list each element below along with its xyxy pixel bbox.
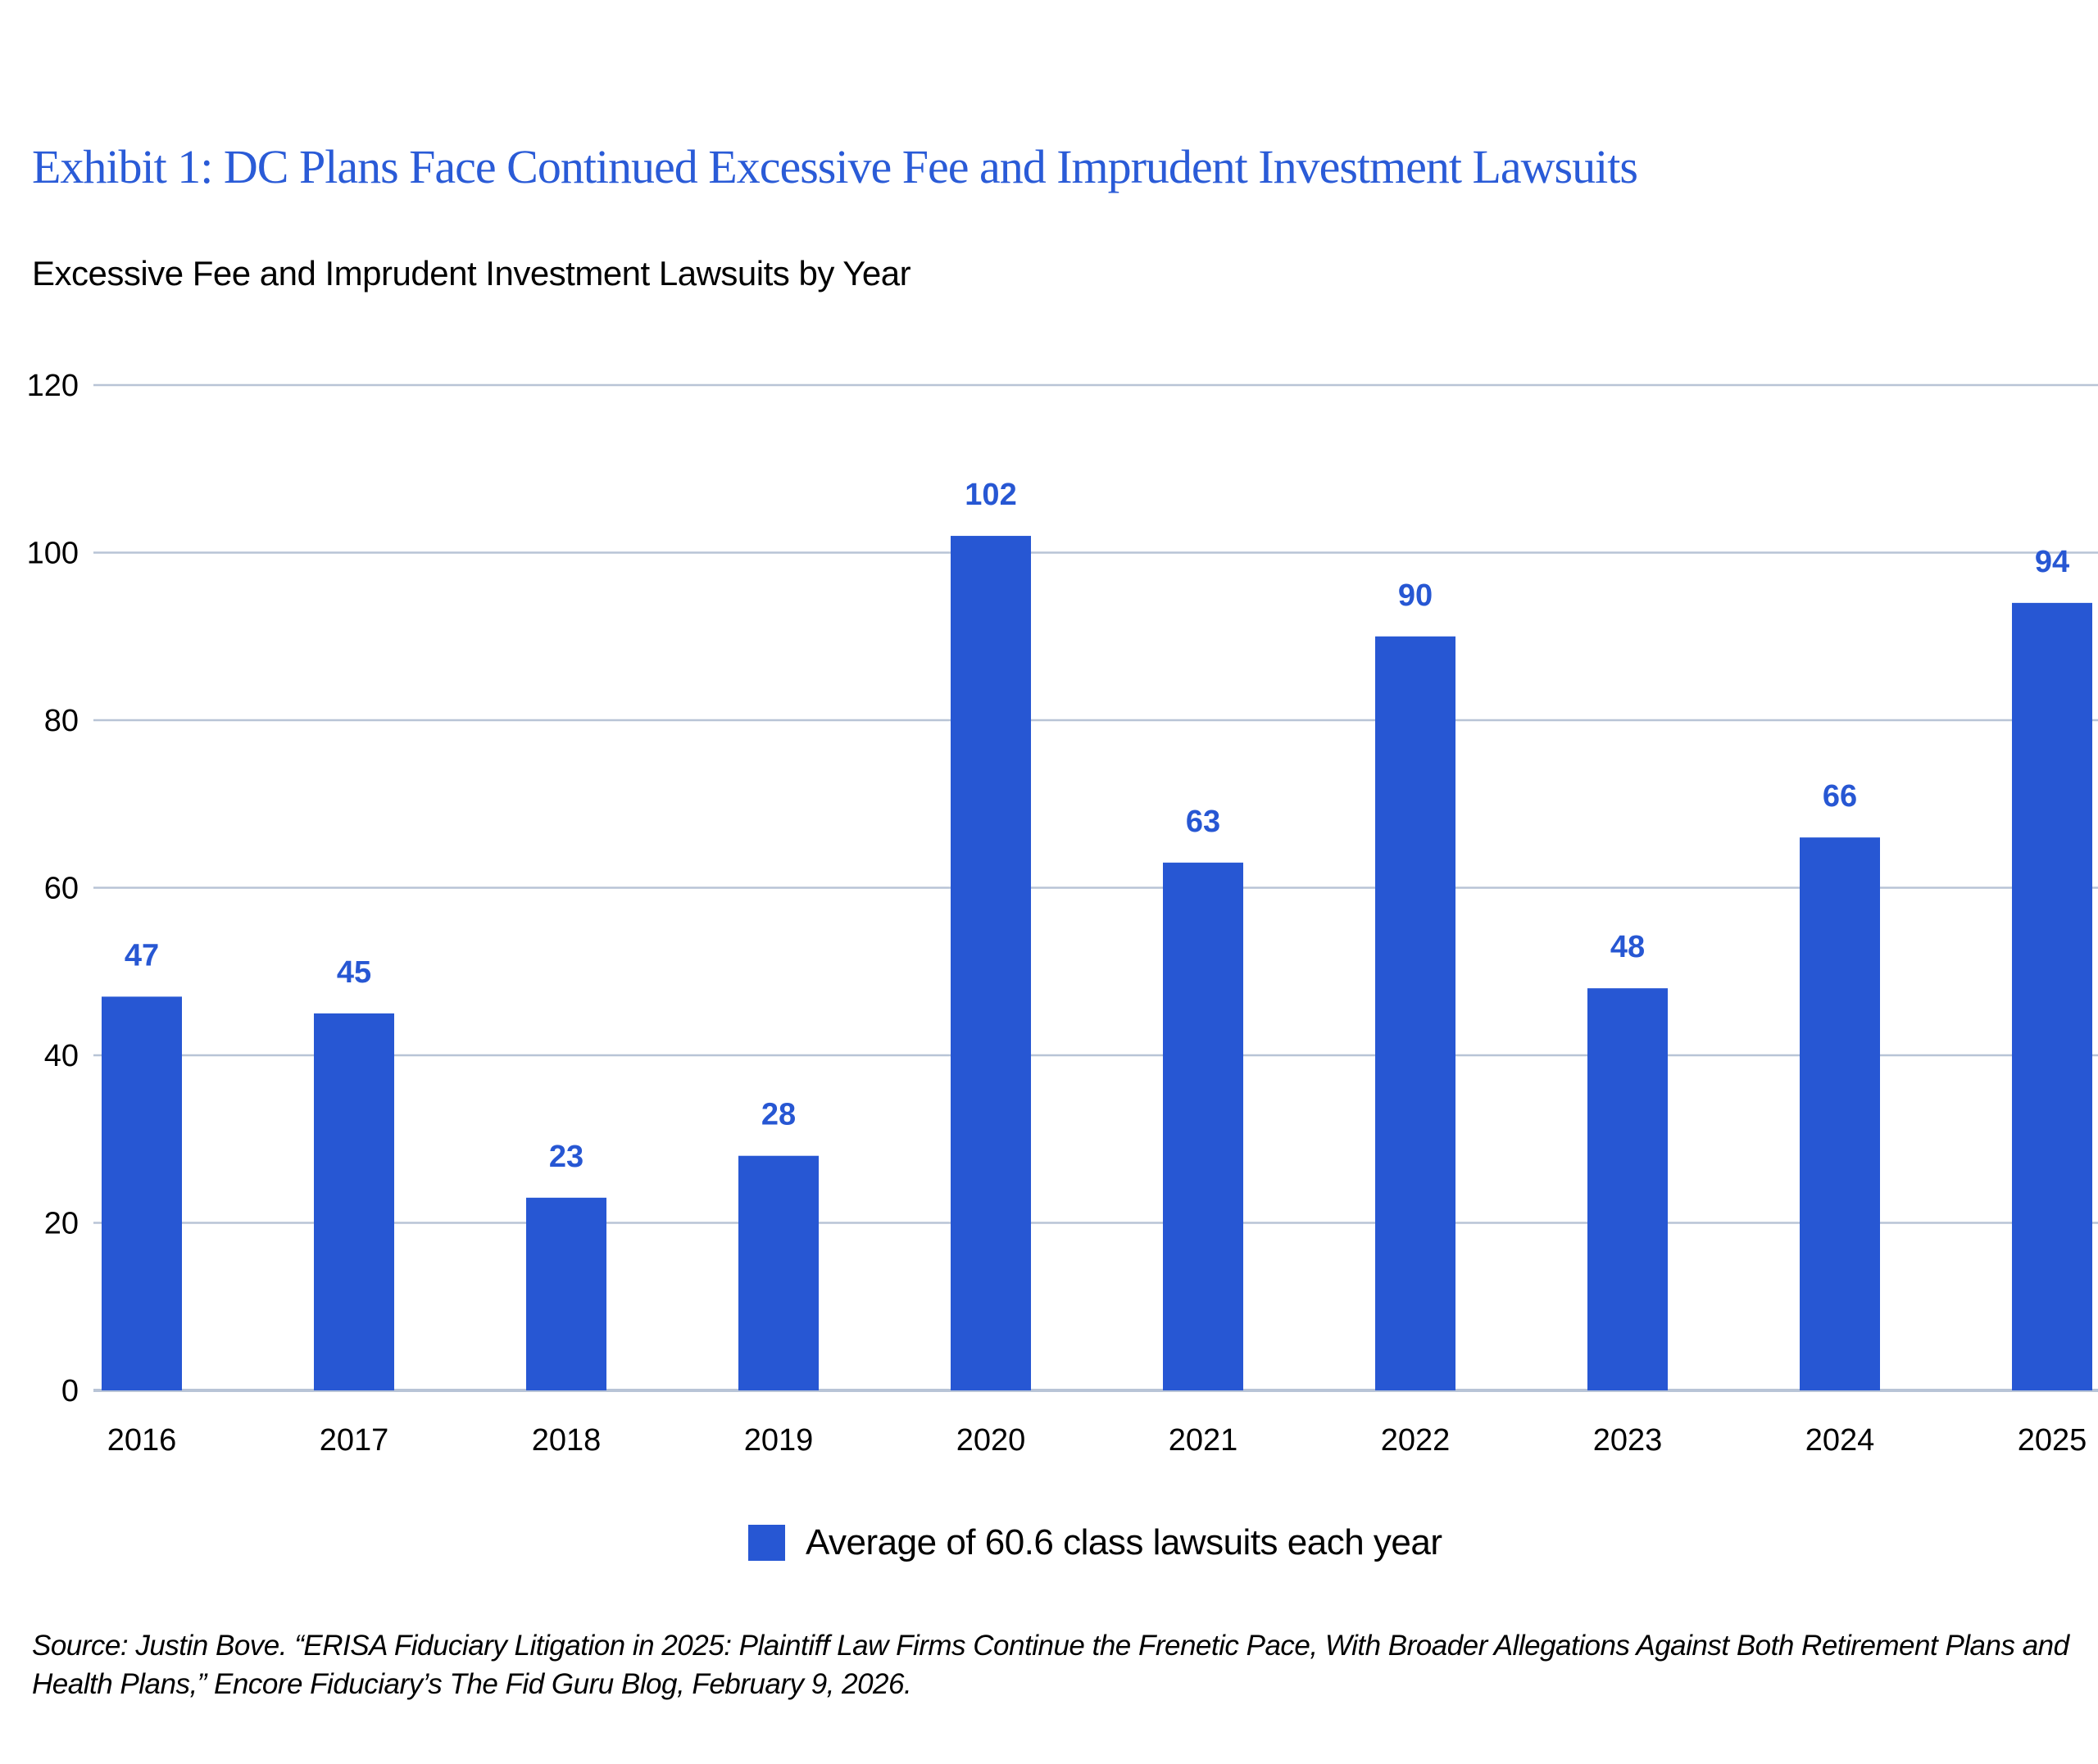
legend: Average of 60.6 class lawsuits each year (748, 1522, 1442, 1563)
bar-2020 (951, 536, 1031, 1390)
y-tick-label: 120 (27, 369, 79, 403)
data-label: 45 (337, 955, 371, 990)
chart-title: Excessive Fee and Imprudent Investment L… (32, 254, 911, 292)
data-label: 23 (549, 1140, 584, 1174)
x-tick-label: 2020 (956, 1423, 1026, 1458)
legend-label: Average of 60.6 class lawsuits each year (806, 1522, 1442, 1562)
x-tick-label: 2025 (2018, 1423, 2087, 1458)
x-tick-label: 2022 (1381, 1423, 1451, 1458)
x-tick-label: 2023 (1593, 1423, 1663, 1458)
y-tick-label: 60 (44, 872, 79, 906)
y-tick-label: 0 (61, 1374, 79, 1408)
bar-2018 (526, 1197, 606, 1390)
y-tick-label: 40 (44, 1039, 79, 1073)
bar-2017 (314, 1013, 394, 1390)
data-label: 48 (1610, 930, 1645, 964)
source-note: Source: Justin Bove. “ERISA Fiduciary Li… (32, 1630, 2069, 1700)
y-tick-label: 20 (44, 1207, 79, 1241)
bar-2023 (1587, 988, 1668, 1390)
y-tick-label: 80 (44, 704, 79, 738)
legend-swatch (748, 1525, 785, 1561)
data-label: 28 (761, 1098, 796, 1132)
y-tick-label: 100 (27, 537, 79, 571)
x-tick-label: 2018 (532, 1423, 602, 1458)
x-tick-label: 2017 (320, 1423, 389, 1458)
x-tick-label: 2019 (744, 1423, 814, 1458)
data-label: 63 (1186, 805, 1220, 839)
data-label: 102 (965, 478, 1016, 512)
x-tick-label: 2024 (1805, 1423, 1875, 1458)
bar-2019 (738, 1155, 819, 1390)
exhibit-title: Exhibit 1: DC Plans Face Continued Exces… (32, 140, 1638, 193)
bar-2022 (1375, 636, 1455, 1390)
bar-2024 (1800, 837, 1880, 1390)
bar-2025 (2012, 602, 2092, 1390)
bar-2016 (102, 996, 182, 1390)
bar-chart: 0 20 40 60 80 100 120 47 2016 45 2017 23 2018 28 2019 1… (27, 369, 2098, 1458)
x-tick-label: 2016 (107, 1423, 177, 1458)
data-label: 66 (1823, 779, 1857, 814)
data-label: 47 (125, 938, 159, 973)
data-label: 94 (2035, 545, 2069, 579)
bar-2021 (1163, 862, 1243, 1390)
data-label: 90 (1398, 578, 1433, 613)
x-tick-label: 2021 (1169, 1423, 1238, 1458)
